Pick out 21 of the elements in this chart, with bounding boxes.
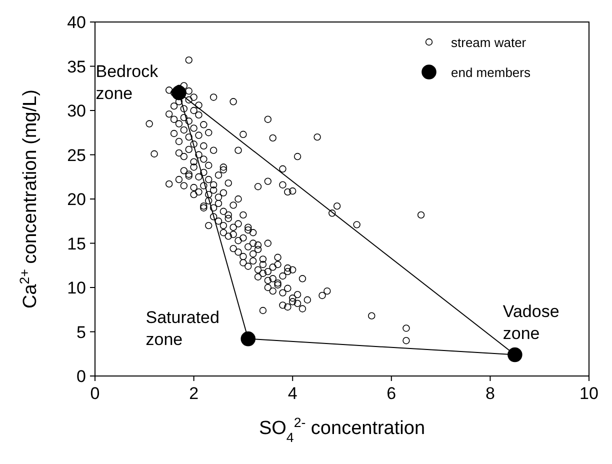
x-tick-label: 8 (485, 384, 495, 403)
y-tick-label: 0 (76, 367, 86, 386)
y-tick-label: 25 (67, 146, 86, 165)
y-tick-label: 40 (67, 13, 86, 32)
y-tick-label: 15 (67, 234, 86, 254)
y-tick-label: 30 (67, 102, 86, 120)
x-tick-label: 0 (90, 384, 100, 403)
y-tick-label: 5 (76, 322, 86, 342)
legend-label: stream water (451, 35, 527, 50)
x-tick-label: 4 (288, 384, 298, 403)
annotation: Bedrock zone (96, 62, 159, 103)
y-tick-label: 35 (67, 57, 86, 76)
x-axis-title: SO$_{4}$$^{2-}$ concentration (258, 414, 426, 444)
y-tick-label: 20 (67, 190, 86, 209)
y-tick-label: 10 (67, 278, 86, 298)
legend-label: end members (451, 65, 531, 80)
x-tick-label: 10 (580, 384, 598, 403)
annotation: Saturated zone (146, 308, 220, 349)
x-tick-label: 6 (386, 384, 396, 403)
x-tick-label: 2 (189, 384, 199, 403)
annotation: Vadose zone (502, 302, 560, 343)
